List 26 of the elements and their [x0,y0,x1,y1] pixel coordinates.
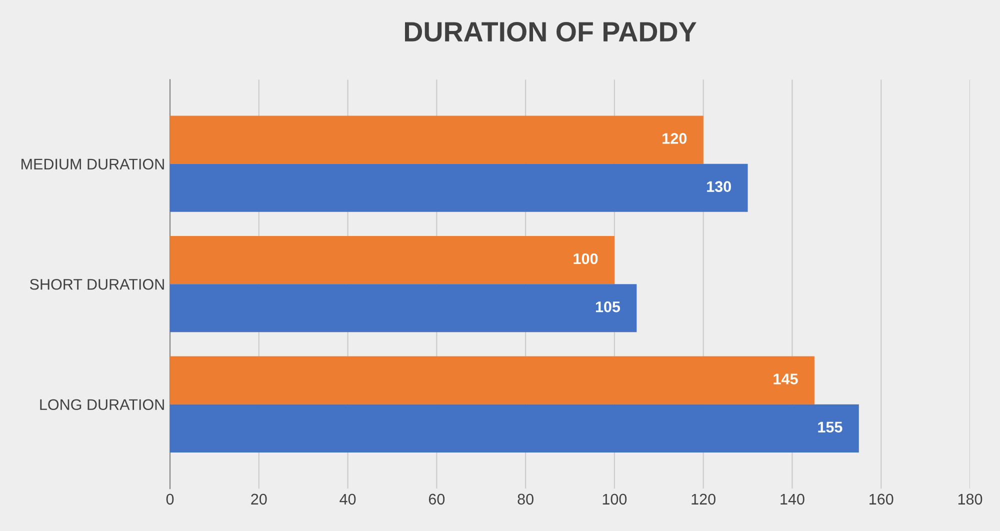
x-tick-label: 20 [251,494,267,505]
bar [170,164,748,212]
data-label: 100 [574,253,598,264]
bar [170,356,814,404]
x-tick-label: 80 [518,494,534,505]
data-label: 145 [774,374,798,384]
data-label: 155 [818,422,842,432]
bar [170,116,704,164]
chart-title: DURATION OF PADDY [404,22,696,42]
x-tick-label: 180 [958,494,982,505]
x-tick-label: 40 [340,494,356,505]
bar [170,404,859,452]
x-tick-label: 0 [166,494,174,505]
data-label: 120 [662,133,687,144]
x-tick-label: 100 [602,494,627,505]
x-tick-label: 140 [780,494,804,505]
y-tick-label: LONG DURATION [40,399,164,410]
x-tick-label: 160 [870,494,894,505]
bar [170,284,637,332]
data-label: 105 [596,301,620,312]
x-tick-label: 60 [428,494,445,505]
y-tick-label: SHORT DURATION [30,278,164,290]
y-tick-label: MEDIUM DURATION [22,158,164,170]
bar [170,236,614,284]
data-label: 130 [707,181,731,192]
x-tick-label: 120 [692,494,716,505]
